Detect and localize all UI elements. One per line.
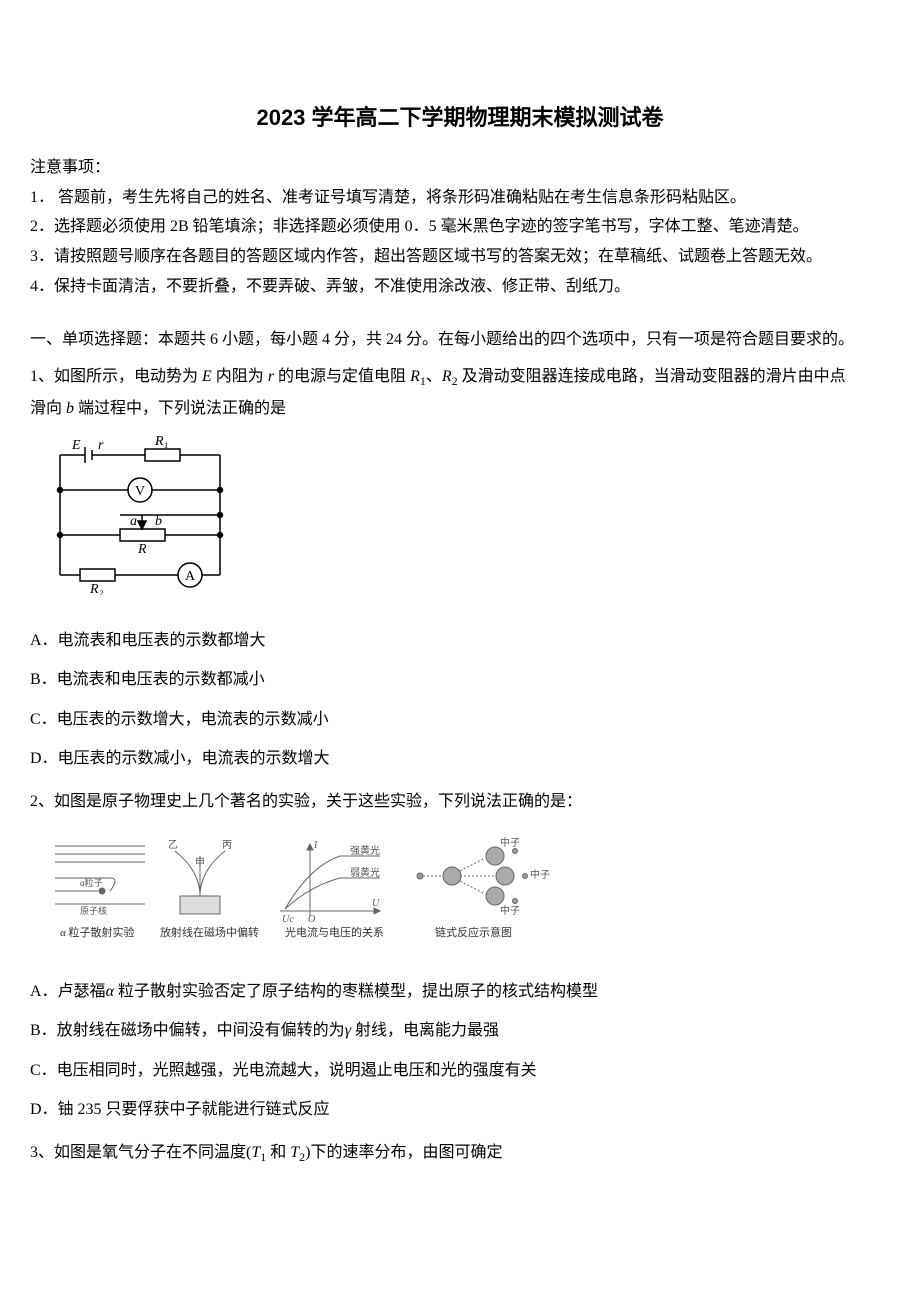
circuit-diagram: E r R₁ V a b R R₂ A xyxy=(50,435,230,595)
notice-label: 注意事项： xyxy=(30,155,890,181)
q2-option-A: A．卢瑟福α 粒子散射实验否定了原子结构的枣糕模型，提出原子的核式结构模型 xyxy=(30,979,890,1005)
page-title: 2023 学年高二下学期物理期末模拟测试卷 xyxy=(30,100,890,135)
q2-A-before: A．卢瑟福 xyxy=(30,983,106,1000)
nucleus-label: 原子核 xyxy=(80,905,107,916)
q1-b: b xyxy=(66,400,74,417)
jia-label: 甲 xyxy=(195,858,205,869)
q2-A-after: 粒子散射实验否定了原子结构的枣糕模型，提出原子的核式结构模型 xyxy=(114,983,598,1000)
U-label: U xyxy=(372,898,380,909)
circuit-b-label: b xyxy=(155,514,162,529)
weak-label: 弱黄光 xyxy=(350,866,380,879)
neutron-label-1: 中子 xyxy=(500,836,520,849)
q2-A-alpha: α xyxy=(106,983,114,1000)
q3-T2: T xyxy=(290,1144,299,1161)
q1-text-2: 内阻为 xyxy=(212,368,268,385)
q3-T1: T xyxy=(251,1144,260,1161)
yi-label: 乙 xyxy=(168,839,178,851)
q1-line2-before: 滑向 xyxy=(30,400,66,417)
neutron-label-3: 中子 xyxy=(500,904,520,917)
q1-text-4: 、 xyxy=(426,368,442,385)
q2-B-after: 射线，电离能力最强 xyxy=(351,1022,499,1039)
q1-text-3: 的电源与定值电阻 xyxy=(274,368,410,385)
q1-text-1: 1、如图所示，电动势为 xyxy=(30,368,202,385)
q1-stem: 1、如图所示，电动势为 E 内阻为 r 的电源与定值电阻 R1、R2 及滑动变阻… xyxy=(30,361,890,393)
q1-R1: R xyxy=(410,368,420,385)
q3-stem: 3、如图是氧气分子在不同温度(T1 和 T2)下的速率分布，由图可确定 xyxy=(30,1137,890,1169)
notice-3: 3．请按照题号顺序在各题目的答题区域内作答，超出答题区域书写的答案无效；在草稿纸… xyxy=(30,244,890,270)
question-3: 3、如图是氧气分子在不同温度(T1 和 T2)下的速率分布，由图可确定 xyxy=(30,1137,890,1169)
caption-alpha: α 粒子散射实验 xyxy=(60,925,135,939)
circuit-R2-label: R₂ xyxy=(89,582,104,595)
q2-stem: 2、如图是原子物理史上几个著名的实验，关于这些实验，下列说法正确的是： xyxy=(30,786,890,818)
q2-option-D: D．铀 235 只要俘获中子就能进行链式反应 xyxy=(30,1097,890,1123)
q1-text-5: 及滑动变阻器连接成电路，当滑动变阻器的滑片由中点 xyxy=(458,368,846,385)
notice-4: 4．保持卡面清洁，不要折叠，不要弄破、弄皱，不准使用涂改液、修正带、刮纸刀。 xyxy=(30,274,890,300)
caption-ray: 放射线在磁场中偏转 xyxy=(160,925,259,939)
notice-2: 2．选择题必须使用 2B 铅笔填涂；非选择题必须使用 0．5 毫米黑色字迹的签字… xyxy=(30,214,890,240)
question-1: 1、如图所示，电动势为 E 内阻为 r 的电源与定值电阻 R1、R2 及滑动变阻… xyxy=(30,361,890,772)
circuit-E-label: E xyxy=(71,438,81,453)
q1-option-A: A．电流表和电压表的示数都增大 xyxy=(30,628,890,654)
circuit-A-label: A xyxy=(185,569,196,584)
q2-option-C: C．电压相同时，光照越强，光电流越大，说明遏止电压和光的强度有关 xyxy=(30,1058,890,1084)
q3-after: )下的速率分布，由图可确定 xyxy=(305,1144,502,1161)
experiments-diagram: α粒子 原子核 乙 甲 丙 I 强黄光 弱黄光 U xyxy=(50,836,570,946)
neutron-label-2: 中子 xyxy=(530,868,550,881)
q1-option-B: B．电流表和电压表的示数都减小 xyxy=(30,667,890,693)
caption-chain: 链式反应示意图 xyxy=(435,925,512,939)
q2-B-before: B．放射线在磁场中偏转，中间没有偏转的为 xyxy=(30,1022,345,1039)
q1-E: E xyxy=(202,368,212,385)
q1-option-D: D．电压表的示数减小，电流表的示数增大 xyxy=(30,746,890,772)
Uc-label: Uc xyxy=(282,914,294,925)
notice-1: 1． 答题前，考生先将自己的姓名、准考证号填写清楚，将条形码准确粘贴在考生信息条… xyxy=(30,185,890,211)
bing-label: 丙 xyxy=(222,840,232,851)
caption-photo: 光电流与电压的关系 xyxy=(285,925,384,939)
section-intro: 一、单项选择题：本题共 6 小题，每小题 4 分，共 24 分。在每小题给出的四… xyxy=(30,327,890,353)
q2-option-B: B．放射线在磁场中偏转，中间没有偏转的为γ 射线，电离能力最强 xyxy=(30,1018,890,1044)
I-label: I xyxy=(313,840,318,851)
circuit-R-label: R xyxy=(137,542,147,557)
q1-R2: R xyxy=(442,368,452,385)
circuit-R1-label: R₁ xyxy=(154,435,168,449)
circuit-a-label: a xyxy=(130,514,137,529)
alpha-particle-label: α粒子 xyxy=(80,877,103,888)
q1-option-C: C．电压表的示数增大，电流表的示数减小 xyxy=(30,707,890,733)
q3-and: 和 xyxy=(266,1144,290,1161)
circuit-r-label: r xyxy=(98,438,104,453)
q1-line2-after: 端过程中，下列说法正确的是 xyxy=(74,400,286,417)
q1-stem-line2: 滑向 b 端过程中，下列说法正确的是 xyxy=(30,393,890,425)
O-label: O xyxy=(308,914,315,925)
circuit-V-label: V xyxy=(135,484,145,499)
q3-before: 3、如图是氧气分子在不同温度( xyxy=(30,1144,251,1161)
question-2: 2、如图是原子物理史上几个著名的实验，关于这些实验，下列说法正确的是： α粒子 … xyxy=(30,786,890,1123)
strong-label: 强黄光 xyxy=(350,844,380,857)
